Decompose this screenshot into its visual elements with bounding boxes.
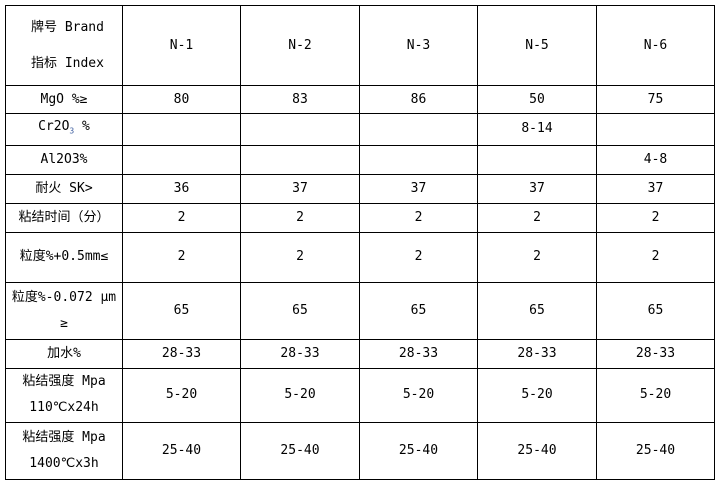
value-cell: 2 bbox=[240, 231, 360, 283]
label-text: Cr2O bbox=[38, 119, 70, 134]
header-row: 牌号 Brand 指标 Index N-1 N-2 N-3 N-5 N-6 bbox=[5, 5, 715, 86]
row-label: 粘结强度 Mpa 1400℃x3h bbox=[5, 421, 123, 480]
label-text: % bbox=[74, 119, 90, 134]
value-cell bbox=[477, 144, 597, 175]
value-cell: 25-40 bbox=[596, 421, 715, 480]
row-label: Cr2O3 % bbox=[5, 113, 123, 146]
row-label: 粘结时间（分） bbox=[5, 202, 123, 233]
table-row: 粒度%+0.5mm≤ 2 2 2 2 2 bbox=[5, 231, 715, 283]
value-cell: 86 bbox=[359, 85, 478, 114]
value-cell bbox=[359, 113, 478, 146]
value-cell: 5-20 bbox=[122, 367, 241, 423]
value-cell: 36 bbox=[122, 173, 241, 204]
table-row: Al2O3% 4-8 bbox=[5, 144, 715, 175]
brand-label: 牌号 Brand bbox=[31, 19, 104, 35]
label-text: 粘结强度 Mpa bbox=[22, 374, 106, 390]
label-text-line2: ≥ bbox=[60, 315, 68, 331]
table-row: 粘结强度 Mpa 110℃x24h 5-20 5-20 5-20 5-20 5-20 bbox=[5, 367, 715, 423]
value-cell: 2 bbox=[240, 202, 360, 233]
row-label: 加水% bbox=[5, 338, 123, 369]
label-text: 粒度%-0.072 μm bbox=[11, 289, 117, 305]
value-cell: 25-40 bbox=[240, 421, 360, 480]
value-cell: 2 bbox=[596, 202, 715, 233]
label-text: MgO %≥ bbox=[40, 91, 88, 107]
value-cell: 28-33 bbox=[122, 338, 241, 369]
value-cell: 80 bbox=[122, 85, 241, 114]
value-cell: 37 bbox=[359, 173, 478, 204]
value-cell bbox=[359, 144, 478, 175]
table-row: 加水% 28-33 28-33 28-33 28-33 28-33 bbox=[5, 338, 715, 369]
grade-header: N-6 bbox=[596, 5, 715, 86]
value-cell: 2 bbox=[596, 231, 715, 283]
value-cell: 65 bbox=[477, 281, 597, 340]
value-cell: 28-33 bbox=[477, 338, 597, 369]
table-row: 粘结强度 Mpa 1400℃x3h 25-40 25-40 25-40 25-40 25-4… bbox=[5, 421, 715, 480]
row-label: 耐火 SK> bbox=[5, 173, 123, 204]
value-cell: 65 bbox=[359, 281, 478, 340]
value-cell: 2 bbox=[359, 231, 478, 283]
value-cell: 2 bbox=[122, 231, 241, 283]
value-cell: 25-40 bbox=[477, 421, 597, 480]
row-label: Al2O3% bbox=[5, 144, 123, 175]
value-cell bbox=[240, 144, 360, 175]
table-row: 粘结时间（分） 2 2 2 2 2 bbox=[5, 202, 715, 233]
value-cell: 25-40 bbox=[359, 421, 478, 480]
value-cell: 50 bbox=[477, 85, 597, 114]
value-cell: 2 bbox=[477, 202, 597, 233]
spec-table: 牌号 Brand 指标 Index N-1 N-2 N-3 N-5 N-6 MgO… bbox=[5, 5, 715, 480]
table-row: Cr2O3 % 8-14 bbox=[5, 113, 715, 146]
header-corner: 牌号 Brand 指标 Index bbox=[5, 5, 123, 86]
value-cell: 28-33 bbox=[359, 338, 478, 369]
value-cell: 75 bbox=[596, 85, 715, 114]
value-cell: 37 bbox=[240, 173, 360, 204]
grade-header: N-3 bbox=[359, 5, 478, 86]
label-subscript: 3 bbox=[69, 126, 75, 136]
label-text: 耐火 SK> bbox=[35, 180, 93, 196]
value-cell: 5-20 bbox=[359, 367, 478, 423]
value-cell: 28-33 bbox=[596, 338, 715, 369]
value-cell: 5-20 bbox=[240, 367, 360, 423]
label-text-line2: 1400℃x3h bbox=[29, 455, 99, 471]
grade-header: N-5 bbox=[477, 5, 597, 86]
value-cell: 28-33 bbox=[240, 338, 360, 369]
value-cell: 2 bbox=[122, 202, 241, 233]
value-cell: 5-20 bbox=[596, 367, 715, 423]
table-row: MgO %≥ 80 83 86 50 75 bbox=[5, 85, 715, 114]
value-cell: 37 bbox=[477, 173, 597, 204]
label-text: 粒度%+0.5mm≤ bbox=[19, 249, 109, 265]
value-cell: 65 bbox=[240, 281, 360, 340]
row-label: 粒度%+0.5mm≤ bbox=[5, 231, 123, 283]
row-label: 粒度%-0.072 μm ≥ bbox=[5, 281, 123, 340]
label-text-line2: 110℃x24h bbox=[29, 400, 99, 416]
index-label: 指标 Index bbox=[31, 55, 104, 71]
row-label: 粘结强度 Mpa 110℃x24h bbox=[5, 367, 123, 423]
value-cell: 4-8 bbox=[596, 144, 715, 175]
value-cell: 2 bbox=[477, 231, 597, 283]
grade-header: N-1 bbox=[122, 5, 241, 86]
value-cell bbox=[122, 113, 241, 146]
value-cell bbox=[122, 144, 241, 175]
value-cell: 65 bbox=[596, 281, 715, 340]
label-text: 粘结强度 Mpa bbox=[22, 429, 106, 445]
table-row: 粒度%-0.072 μm ≥65 65 65 65 65 bbox=[5, 281, 715, 340]
value-cell: 25-40 bbox=[122, 421, 241, 480]
value-cell: 8-14 bbox=[477, 113, 597, 146]
value-cell: 83 bbox=[240, 85, 360, 114]
table-row: 耐火 SK> 36 37 37 37 37 bbox=[5, 173, 715, 204]
value-cell: 37 bbox=[596, 173, 715, 204]
value-cell bbox=[240, 113, 360, 146]
value-cell: 65 bbox=[122, 281, 241, 340]
label-text: Al2O3% bbox=[40, 151, 88, 167]
grade-header: N-2 bbox=[240, 5, 360, 86]
value-cell bbox=[596, 113, 715, 146]
label-text: 粘结时间（分） bbox=[18, 209, 110, 225]
row-label: MgO %≥ bbox=[5, 85, 123, 114]
value-cell: 5-20 bbox=[477, 367, 597, 423]
label-text: 加水% bbox=[47, 345, 81, 361]
value-cell: 2 bbox=[359, 202, 478, 233]
